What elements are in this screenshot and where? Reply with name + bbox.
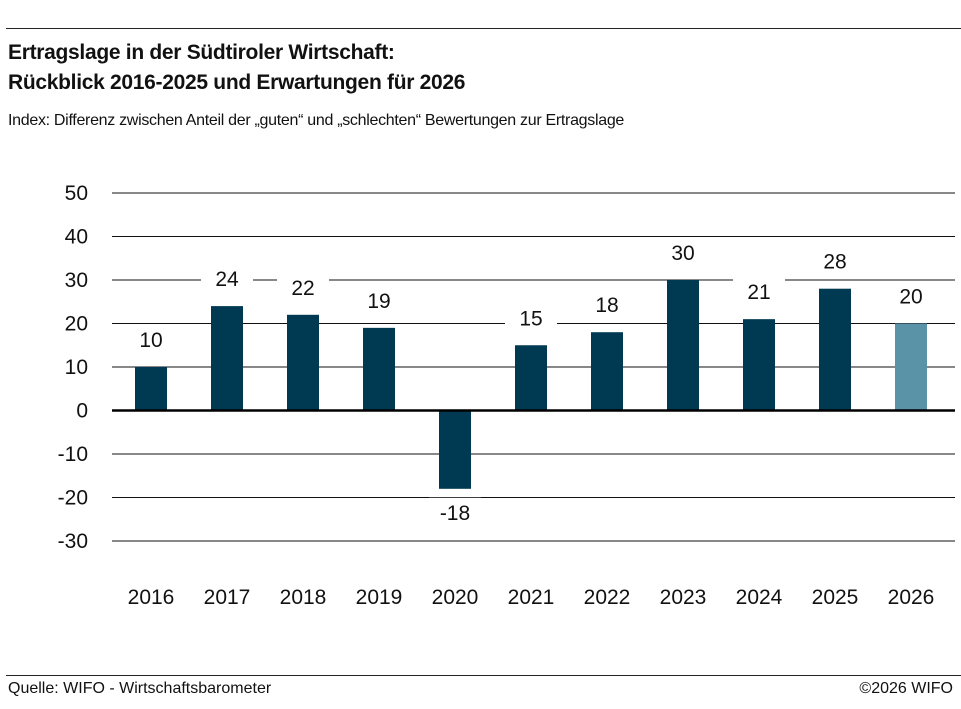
data-label: 22: [291, 277, 314, 300]
y-tick-label: -30: [58, 530, 88, 553]
y-tick-label: -10: [58, 443, 88, 466]
bar-2024: [743, 319, 775, 411]
x-tick-label: 2025: [812, 586, 859, 609]
x-tick-label: 2017: [204, 586, 251, 609]
x-tick-label: 2026: [888, 586, 935, 609]
bar-2018: [287, 314, 319, 411]
bottom-rule: [6, 675, 961, 676]
data-label-background: [353, 285, 405, 316]
bar-2021: [515, 345, 547, 411]
bar-2020: [439, 410, 471, 489]
x-tick-label: 2024: [736, 586, 783, 609]
source-note: Quelle: WIFO - Wirtschaftsbarometer: [8, 680, 272, 697]
data-label: 19: [367, 290, 390, 313]
data-label-background: [505, 303, 557, 334]
data-label: 30: [671, 242, 694, 265]
data-label-background: [125, 325, 177, 355]
data-label: 10: [139, 329, 162, 352]
x-tick-label: 2020: [432, 586, 479, 609]
bar-2025: [819, 288, 851, 411]
data-label: 18: [595, 294, 618, 317]
y-tick-label: 50: [65, 182, 88, 205]
data-label-background: [809, 246, 861, 277]
data-label: 20: [899, 286, 922, 309]
x-tick-label: 2018: [280, 586, 327, 609]
data-label: 28: [823, 251, 846, 274]
y-tick-label: 40: [65, 226, 88, 249]
title-line-1: Ertragslage in der Südtiroler Wirtschaft…: [8, 41, 395, 64]
bar-2017: [211, 306, 243, 411]
bar-2016: [135, 367, 167, 411]
data-label: 15: [519, 307, 542, 330]
x-tick-label: 2022: [584, 586, 631, 609]
x-tick-label: 2021: [508, 586, 555, 609]
bar-2019: [363, 327, 395, 411]
title-line-2: Rückblick 2016-2025 und Erwartungen für …: [8, 71, 466, 94]
data-label: -18: [440, 502, 470, 525]
bar-2022: [591, 332, 623, 411]
y-tick-label: 10: [65, 356, 88, 379]
x-tick-label: 2019: [356, 586, 403, 609]
y-tick-label: 20: [65, 313, 88, 336]
data-label: 21: [747, 281, 770, 304]
y-tick-label: 0: [76, 400, 88, 423]
x-tick-label: 2016: [128, 586, 175, 609]
top-rule: [6, 28, 961, 29]
data-label-background: [277, 272, 329, 303]
data-label: 24: [215, 268, 239, 291]
data-label-background: [885, 281, 937, 312]
chart-subtitle: Index: Differenz zwischen Anteil der „gu…: [8, 112, 625, 129]
data-label-background: [581, 290, 633, 321]
chart-title: Ertragslage in der Südtiroler Wirtschaft…: [8, 38, 465, 98]
data-label-background: [429, 497, 481, 528]
y-tick-label: 30: [65, 269, 88, 292]
data-label-background: [201, 264, 253, 295]
copyright-note: ©2026 WIFO: [859, 680, 953, 697]
data-label-background: [657, 238, 709, 268]
y-tick-label: -20: [58, 487, 88, 510]
bar-2023: [667, 280, 699, 411]
x-tick-label: 2023: [660, 586, 707, 609]
data-label-background: [733, 277, 785, 308]
bar-2026: [895, 323, 927, 411]
